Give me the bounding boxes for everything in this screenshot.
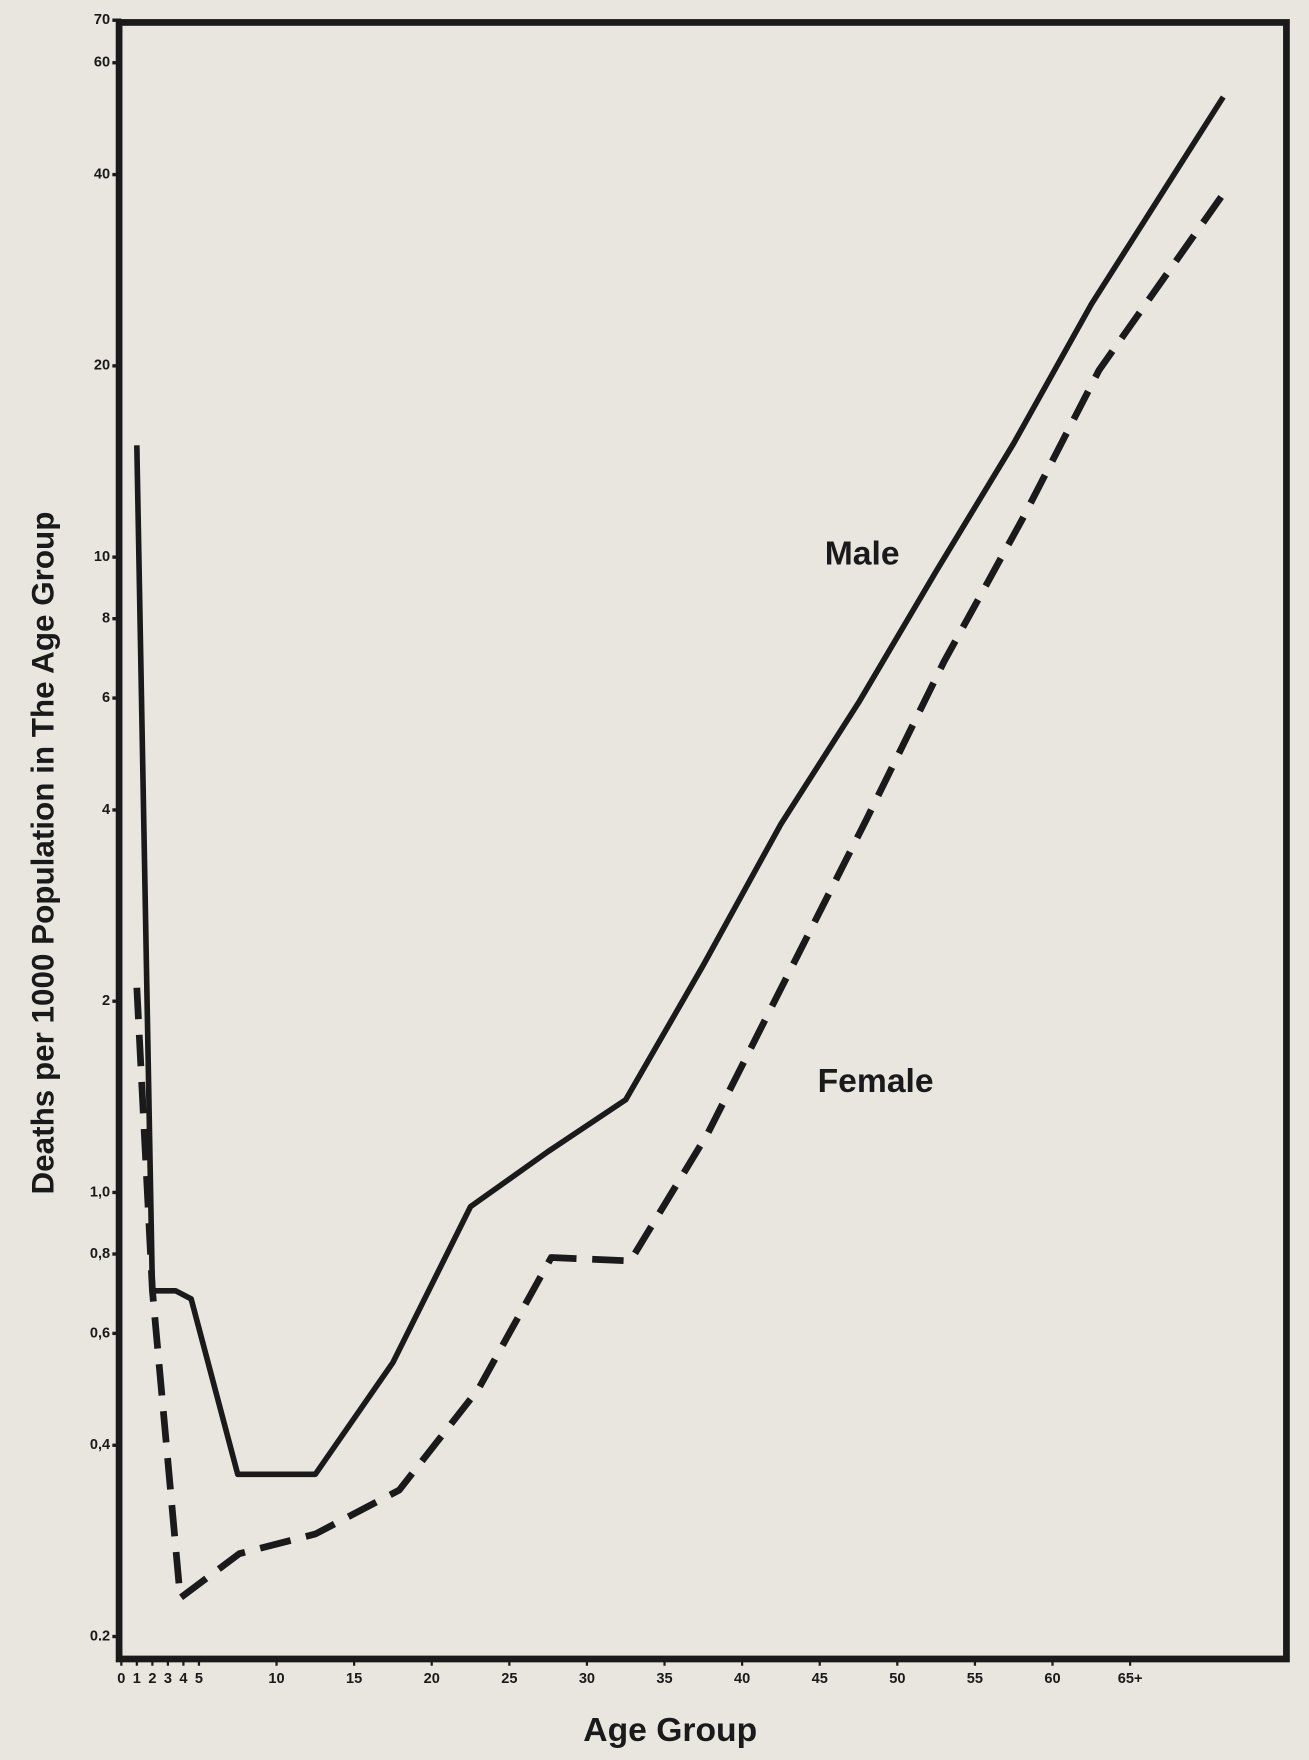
series-label: Female xyxy=(818,1063,934,1100)
y-tick-label: 0.2 xyxy=(90,1628,110,1644)
y-tick-label: 10 xyxy=(94,549,110,565)
x-tick-label: 55 xyxy=(967,1671,983,1687)
y-tick-label: 8 xyxy=(102,611,110,627)
x-tick-label: 60 xyxy=(1044,1671,1060,1687)
x-tick-label: 20 xyxy=(424,1671,440,1687)
x-tick-label: 25 xyxy=(501,1671,517,1687)
y-tick-label: 70 xyxy=(94,12,110,28)
x-tick-label: 1 xyxy=(133,1671,141,1687)
y-axis-label: Deaths per 1000 Population in The Age Gr… xyxy=(25,512,60,1195)
y-tick-label: 4 xyxy=(102,802,111,818)
x-tick-label: 5 xyxy=(195,1671,203,1687)
series-label: Male xyxy=(825,536,900,573)
y-tick-label: 60 xyxy=(94,55,110,71)
y-tick-label: 1,0 xyxy=(90,1184,110,1200)
y-tick-label: 0,6 xyxy=(90,1325,110,1341)
x-tick-label: 35 xyxy=(656,1671,672,1687)
x-tick-label: 4 xyxy=(179,1671,188,1687)
x-tick-label: 30 xyxy=(579,1671,595,1687)
x-tick-label: 50 xyxy=(889,1671,905,1687)
plot-frame xyxy=(115,19,1290,1663)
x-tick-label: 45 xyxy=(812,1671,828,1687)
x-tick-label: 2 xyxy=(148,1671,156,1687)
y-tick-label: 0,4 xyxy=(90,1437,111,1453)
x-tick-label: 15 xyxy=(346,1671,362,1687)
y-tick-label: 20 xyxy=(94,358,110,374)
x-tick-label: 10 xyxy=(268,1671,284,1687)
x-axis-label: Age Group xyxy=(583,1712,757,1749)
x-tick-label: 65+ xyxy=(1118,1671,1143,1687)
y-tick-label: 2 xyxy=(102,993,110,1009)
y-tick-label: 6 xyxy=(102,690,110,706)
x-tick-label: 3 xyxy=(164,1671,172,1687)
y-tick-label: 0,8 xyxy=(90,1246,110,1262)
y-tick-label: 40 xyxy=(94,166,110,182)
x-tick-label: 0 xyxy=(117,1671,125,1687)
x-tick-label: 40 xyxy=(734,1671,750,1687)
series-line xyxy=(134,95,1226,1478)
